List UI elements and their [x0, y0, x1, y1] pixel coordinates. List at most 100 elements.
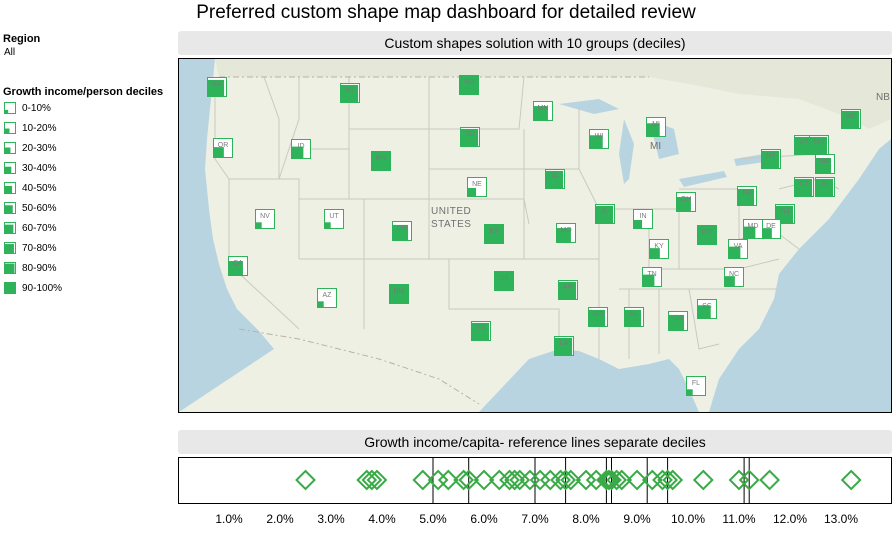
state-marker-fl[interactable]: FL	[686, 376, 706, 396]
state-code-label: AZ	[322, 292, 332, 299]
state-marker-nm[interactable]: NM	[389, 284, 409, 304]
strip-point[interactable]	[412, 469, 434, 491]
strip-point[interactable]	[437, 469, 459, 491]
state-marker-ok[interactable]: OK	[494, 271, 514, 291]
state-marker-ne[interactable]: NE	[467, 177, 487, 197]
us-map[interactable]: UNITED STATES MI NB WA OR ID MT WY ND SD NE MN WI…	[178, 58, 892, 413]
strip-point[interactable]	[504, 469, 526, 491]
strip-point[interactable]	[692, 469, 714, 491]
state-marker-ri[interactable]: RI	[815, 177, 835, 197]
legend-item[interactable]: 90-100%	[4, 281, 62, 295]
strip-point[interactable]	[728, 469, 750, 491]
state-marker-mt[interactable]: MT	[340, 83, 360, 103]
state-marker-mo[interactable]: MO	[556, 223, 576, 243]
strip-point[interactable]	[488, 469, 510, 491]
state-marker-va[interactable]: VA	[728, 239, 748, 259]
decile-shape-icon	[809, 135, 829, 155]
state-marker-wi[interactable]: WI	[589, 129, 609, 149]
state-marker-il[interactable]: IL	[595, 204, 615, 224]
state-marker-ny[interactable]: NY	[761, 149, 781, 169]
strip-point[interactable]	[641, 469, 663, 491]
state-marker-wv[interactable]: WV	[697, 225, 717, 245]
strip-plot[interactable]	[178, 457, 892, 504]
state-marker-ma[interactable]: MA	[815, 154, 835, 174]
state-marker-mi[interactable]: MI	[646, 117, 666, 137]
legend-item[interactable]: 30-40%	[4, 161, 56, 175]
state-marker-nd[interactable]: ND	[459, 75, 479, 95]
state-marker-nj[interactable]: NJ	[775, 204, 795, 224]
strip-point[interactable]	[458, 469, 480, 491]
state-marker-de[interactable]: DE	[761, 219, 781, 239]
state-marker-ct[interactable]: CT	[794, 177, 814, 197]
state-marker-vt[interactable]: VT	[794, 135, 814, 155]
state-marker-nc[interactable]: NC	[724, 267, 744, 287]
state-marker-wa[interactable]: WA	[207, 77, 227, 97]
state-marker-ks[interactable]: KS	[484, 224, 504, 244]
state-marker-sc[interactable]: SC	[697, 299, 717, 319]
state-marker-or[interactable]: OR	[213, 138, 233, 158]
strip-point[interactable]	[840, 469, 862, 491]
state-marker-in[interactable]: IN	[633, 209, 653, 229]
state-marker-nh[interactable]: NH	[809, 135, 829, 155]
strip-point[interactable]	[427, 469, 449, 491]
legend-item[interactable]: 40-50%	[4, 181, 56, 195]
strip-point[interactable]	[473, 469, 495, 491]
state-marker-ut[interactable]: UT	[324, 209, 344, 229]
strip-point[interactable]	[519, 469, 541, 491]
legend-item[interactable]: 20-30%	[4, 141, 56, 155]
state-marker-al[interactable]: AL	[624, 307, 644, 327]
decile-shape-icon	[471, 321, 491, 341]
strip-point[interactable]	[657, 469, 679, 491]
state-marker-id[interactable]: ID	[291, 139, 311, 159]
state-marker-wy[interactable]: WY	[371, 151, 391, 171]
legend-item[interactable]: 0-10%	[4, 101, 51, 115]
strip-point[interactable]	[366, 469, 388, 491]
strip-point[interactable]	[509, 469, 531, 491]
state-code-label: IN	[639, 213, 647, 220]
strip-point[interactable]	[626, 469, 648, 491]
state-marker-tn[interactable]: TN	[642, 267, 662, 287]
legend-item[interactable]: 60-70%	[4, 221, 56, 235]
strip-point[interactable]	[356, 469, 378, 491]
strip-point[interactable]	[361, 469, 383, 491]
strip-point[interactable]	[560, 469, 582, 491]
state-marker-me[interactable]: ME	[841, 109, 861, 129]
state-marker-oh[interactable]: OH	[676, 192, 696, 212]
state-marker-ca[interactable]: CA	[228, 256, 248, 276]
state-marker-sd[interactable]: SD	[460, 127, 480, 147]
state-marker-ga[interactable]: GA	[668, 311, 688, 331]
state-marker-la[interactable]: LA	[554, 336, 574, 356]
strip-point[interactable]	[759, 469, 781, 491]
state-marker-tx[interactable]: TX	[471, 321, 491, 341]
strip-point[interactable]	[652, 469, 673, 491]
strip-point[interactable]	[601, 469, 622, 491]
state-marker-mn[interactable]: MN	[533, 101, 553, 121]
state-marker-nv[interactable]: NV	[255, 209, 275, 229]
state-marker-ky[interactable]: KY	[649, 239, 669, 259]
strip-point[interactable]	[453, 469, 475, 491]
strip-point[interactable]	[611, 469, 633, 491]
strip-point[interactable]	[499, 469, 520, 491]
state-marker-ms[interactable]: MS	[588, 307, 608, 327]
strip-point[interactable]	[555, 469, 577, 491]
strip-point[interactable]	[738, 469, 760, 491]
legend-item[interactable]: 50-60%	[4, 201, 56, 215]
state-marker-md[interactable]: MD	[743, 219, 763, 239]
strip-point[interactable]	[529, 469, 551, 491]
strip-point[interactable]	[539, 469, 561, 491]
strip-point[interactable]	[550, 469, 571, 491]
strip-point[interactable]	[575, 469, 597, 491]
legend-item[interactable]: 80-90%	[4, 261, 56, 275]
strip-point[interactable]	[595, 469, 617, 491]
state-marker-ia[interactable]: IA	[545, 169, 565, 189]
region-filter-value[interactable]: All	[4, 47, 16, 58]
strip-point[interactable]	[606, 469, 628, 491]
state-marker-co[interactable]: CO	[392, 221, 412, 241]
legend-item[interactable]: 10-20%	[4, 121, 56, 135]
state-marker-ar[interactable]: AR	[558, 280, 578, 300]
state-marker-pa[interactable]: PA	[737, 186, 757, 206]
strip-point[interactable]	[662, 469, 684, 491]
state-marker-az[interactable]: AZ	[317, 288, 337, 308]
legend-item[interactable]: 70-80%	[4, 241, 56, 255]
strip-point[interactable]	[295, 469, 316, 491]
